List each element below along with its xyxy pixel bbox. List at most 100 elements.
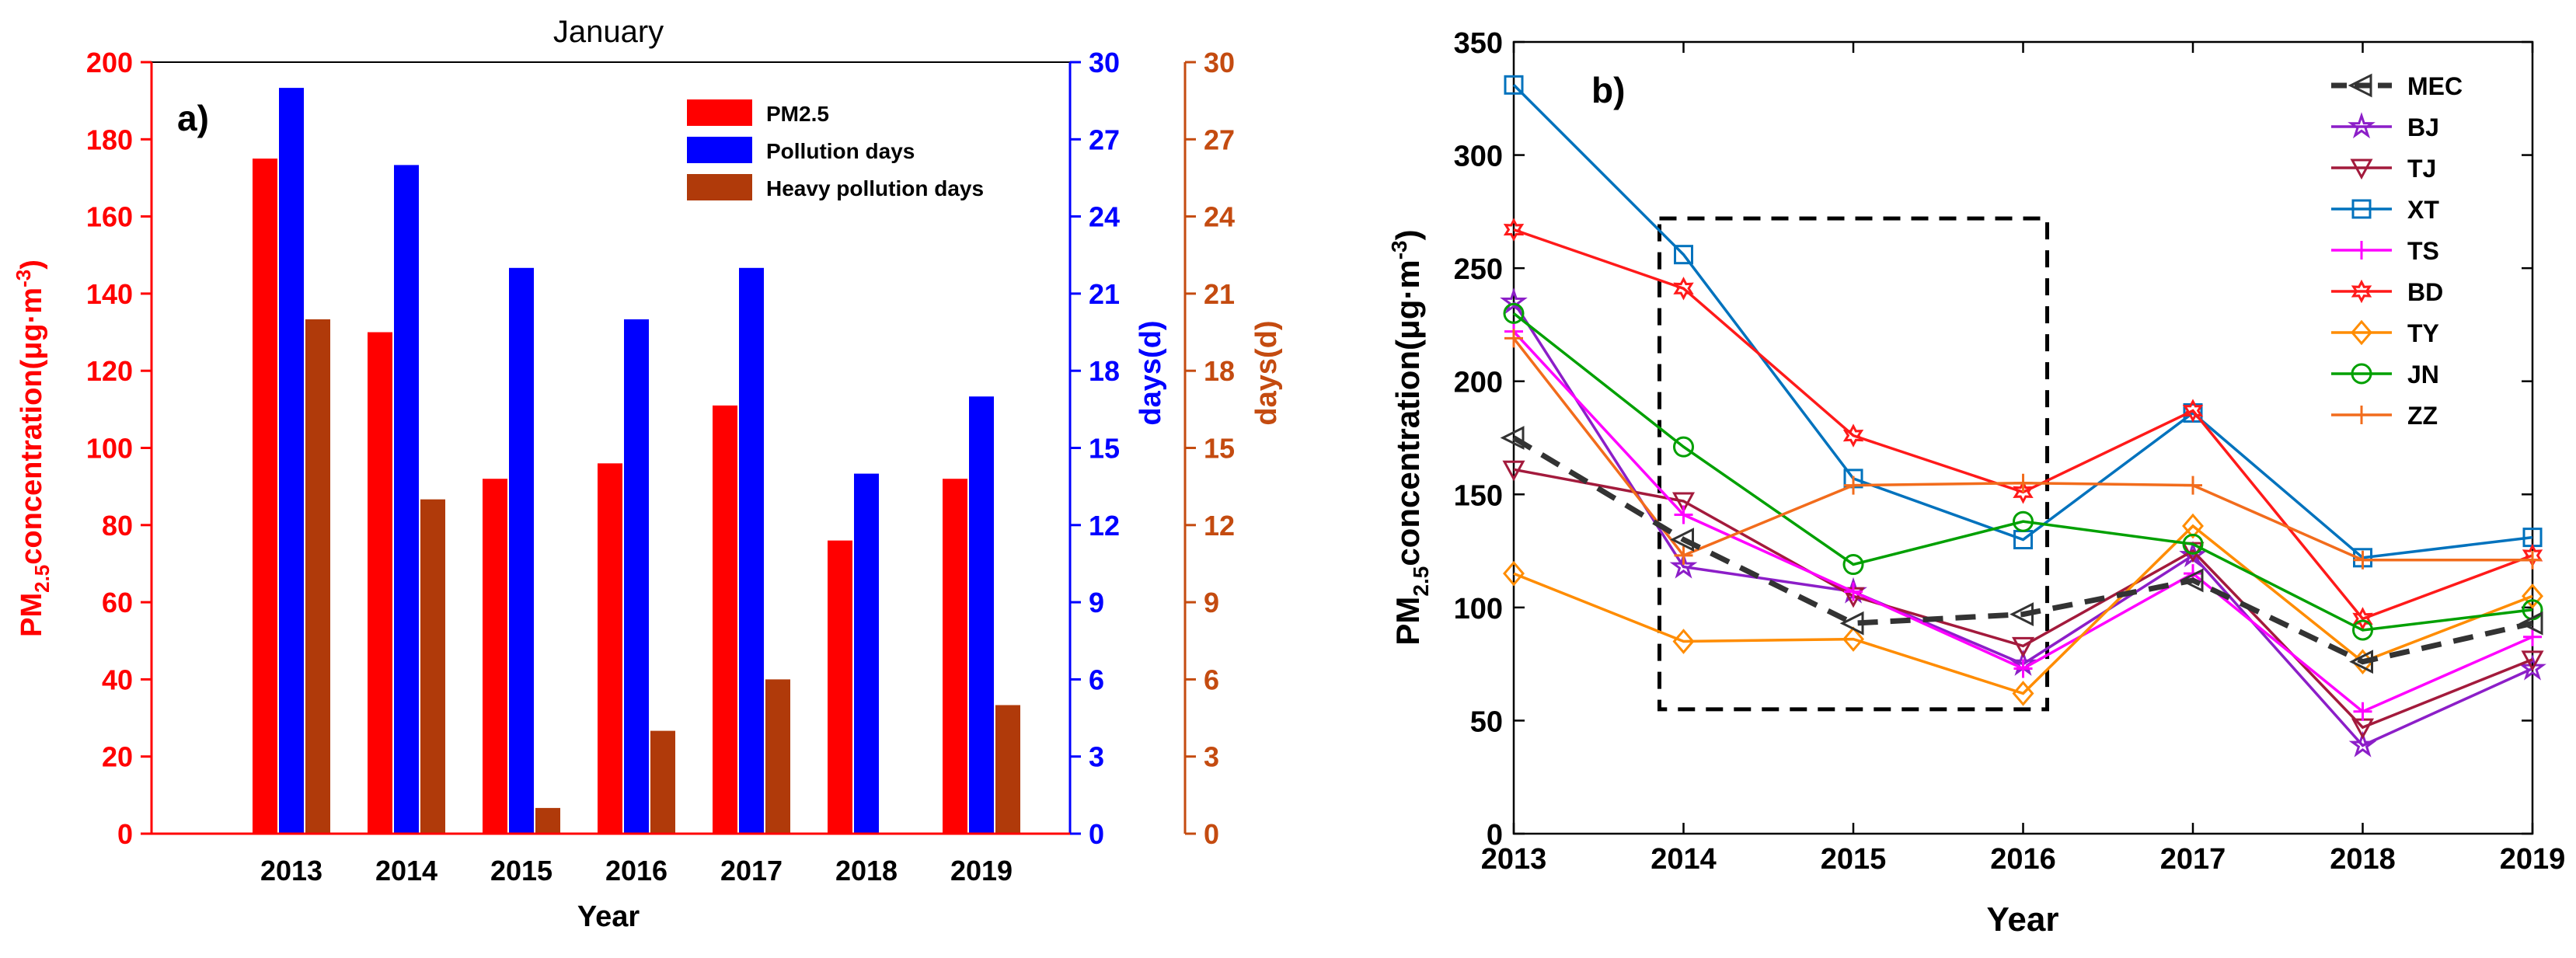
right1-tick-label: 9 bbox=[1089, 587, 1104, 618]
point-mec-2019 bbox=[2518, 611, 2543, 636]
y-tick-label: 350 bbox=[1454, 27, 1503, 60]
right2-tick-label: 9 bbox=[1204, 587, 1219, 618]
right2-tick-label: 27 bbox=[1204, 124, 1235, 155]
bar-pollution-days-2018 bbox=[854, 473, 879, 834]
panel-a-legend-label-pollution-days: Pollution days bbox=[766, 139, 915, 163]
y-tick-label: 250 bbox=[1454, 253, 1503, 286]
point-mec-2016 bbox=[2010, 602, 2034, 627]
x-tick-label-2014: 2014 bbox=[375, 855, 437, 887]
point-jn-2016 bbox=[2013, 510, 2034, 532]
panel-b-label: b) bbox=[1591, 70, 1625, 110]
y-tick-label: 100 bbox=[1454, 593, 1503, 625]
bar-heavy-pollution-days-2019 bbox=[995, 705, 1020, 834]
right1-tick-label: 27 bbox=[1089, 124, 1120, 155]
series-line-tj bbox=[1513, 468, 2533, 730]
bar-pollution-days-2014 bbox=[394, 165, 419, 834]
point-tj-2013 bbox=[1502, 460, 1525, 482]
y-tick-label: 0 bbox=[1487, 819, 1503, 852]
point-zz-2019 bbox=[2523, 550, 2542, 570]
series-line-jn bbox=[1512, 312, 2533, 632]
point-xt-2013 bbox=[1504, 75, 1524, 95]
panel-b-line-chart: 0 50 100 150 200 250 300 350 2013 2014 2015 2016 201… bbox=[1387, 27, 2565, 939]
legend-marker-tj bbox=[2350, 159, 2373, 180]
right2-tick-label: 12 bbox=[1204, 510, 1235, 542]
right1-tick-label: 3 bbox=[1089, 741, 1104, 773]
bar-pollution-days-2017 bbox=[739, 267, 764, 834]
point-ty-2013 bbox=[1503, 560, 1525, 587]
left-tick-label: 100 bbox=[86, 433, 133, 465]
legend-marker-ty bbox=[2351, 319, 2372, 346]
legend-label-jn: JN bbox=[2407, 361, 2439, 388]
series-jn bbox=[1503, 302, 2543, 641]
x-tick-label-2017: 2017 bbox=[2160, 843, 2226, 876]
point-bj-2014 bbox=[1669, 552, 1698, 579]
bar-heavy-pollution-days-2015 bbox=[535, 807, 560, 834]
y-tick-label: 50 bbox=[1470, 705, 1503, 738]
panel-a-legend: PM2.5 Pollution days Heavy pollution day… bbox=[687, 99, 984, 200]
x-tick-label-2016: 2016 bbox=[605, 855, 668, 887]
panel-b-legend: MEC BJ TJ XT TS BD TY JN ZZ bbox=[2331, 72, 2463, 430]
left-tick-label: 80 bbox=[102, 510, 133, 542]
x-tick-label-2017: 2017 bbox=[720, 855, 783, 887]
left-tick-label: 140 bbox=[86, 278, 133, 310]
panel-a-right1-axis-label: days(d) bbox=[1135, 320, 1167, 425]
point-jn-2018 bbox=[2352, 619, 2373, 641]
legend-marker-zz bbox=[2352, 406, 2371, 424]
left-tick-label: 20 bbox=[102, 741, 133, 773]
x-tick-label-2016: 2016 bbox=[1990, 843, 2056, 876]
series-zz bbox=[1504, 329, 2542, 570]
point-bd-2014 bbox=[1673, 277, 1694, 301]
point-bd-2013 bbox=[1503, 218, 1525, 242]
legend-marker-xt bbox=[2351, 199, 2372, 219]
panel-b-x-axis-label: Year bbox=[1987, 901, 2059, 939]
right1-tick-label: 0 bbox=[1089, 818, 1104, 850]
bar-heavy-pollution-days-2014 bbox=[420, 499, 445, 834]
right2-tick-label: 0 bbox=[1204, 818, 1219, 850]
bar-pollution-days-2015 bbox=[509, 267, 534, 834]
bar-pm2-5-2013 bbox=[253, 159, 277, 834]
panel-a-left-ticks: 0 20 40 60 80 100 120 140 160 180 200 bbox=[86, 47, 152, 850]
right2-tick-label: 21 bbox=[1204, 278, 1235, 310]
left-tick-label: 160 bbox=[86, 201, 133, 233]
point-zz-2018 bbox=[2353, 550, 2372, 570]
left-tick-label: 40 bbox=[102, 664, 133, 695]
panel-a-title: January bbox=[553, 15, 664, 49]
series-mec bbox=[1500, 426, 2543, 674]
point-ty-2014 bbox=[1672, 629, 1695, 654]
legend-marker-mec bbox=[2348, 73, 2372, 98]
point-bd-2018 bbox=[2352, 607, 2373, 631]
point-ty-2017 bbox=[2182, 513, 2204, 539]
left-tick-label: 120 bbox=[86, 355, 133, 387]
point-mec-2013 bbox=[1500, 426, 1525, 450]
left-tick-label: 60 bbox=[102, 587, 133, 618]
panel-a-legend-label-heavy-pollution-days: Heavy pollution days bbox=[766, 176, 984, 200]
legend-label-mec: MEC bbox=[2407, 72, 2463, 100]
x-tick-label-2015: 2015 bbox=[1821, 843, 1887, 876]
x-tick-label-2013: 2013 bbox=[1481, 843, 1547, 876]
panel-b-highlight-box bbox=[1657, 216, 2049, 712]
point-jn-2014 bbox=[1673, 436, 1694, 458]
bar-pm2-5-2014 bbox=[368, 332, 392, 834]
point-mec-2015 bbox=[1839, 611, 1864, 636]
panel-b-y-axis-label: PM2.5concentration(μg·m-3) bbox=[1387, 229, 1433, 645]
right1-tick-label: 21 bbox=[1089, 278, 1120, 310]
legend-marker-ts bbox=[2352, 241, 2371, 260]
legend-label-xt: XT bbox=[2407, 196, 2439, 224]
legend-label-tj: TJ bbox=[2407, 155, 2436, 183]
point-zz-2014 bbox=[1674, 545, 1693, 565]
right1-tick-label: 18 bbox=[1089, 355, 1120, 387]
legend-marker-jn bbox=[2351, 363, 2372, 385]
point-ts-2019 bbox=[2523, 627, 2542, 646]
x-tick-label-2018: 2018 bbox=[835, 855, 898, 887]
right2-tick-label: 3 bbox=[1204, 741, 1219, 773]
panel-a-x-ticks: 2013 2014 2015 2016 2017 2018 2019 bbox=[260, 855, 1013, 887]
panel-a-legend-swatch-pm25 bbox=[687, 99, 752, 126]
right1-tick-label: 12 bbox=[1089, 510, 1120, 542]
right1-tick-label: 6 bbox=[1089, 664, 1104, 695]
point-bd-2015 bbox=[1842, 423, 1864, 448]
point-tj-2019 bbox=[2521, 650, 2544, 671]
point-bj-2019 bbox=[2518, 653, 2546, 681]
point-zz-2016 bbox=[2013, 473, 2033, 493]
bar-heavy-pollution-days-2013 bbox=[305, 319, 330, 834]
